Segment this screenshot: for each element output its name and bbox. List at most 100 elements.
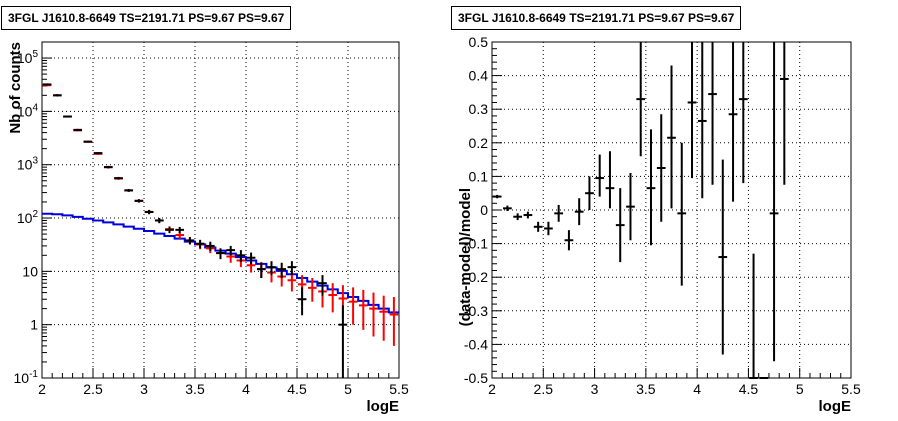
- left-data-point: [134, 199, 144, 203]
- left-data-point: [236, 250, 246, 262]
- right-y-tick-label: 0.4: [469, 68, 489, 84]
- left-chart-title: 3FGL J1610.8-6649 TS=2191.71 PS=9.67 PS=…: [1, 6, 292, 30]
- right-residual-point: [636, 42, 646, 157]
- right-residual-point: [605, 151, 615, 209]
- left-plot-frame: [41, 41, 400, 379]
- left-data-point: [256, 262, 266, 279]
- left-data-point: [267, 261, 276, 276]
- right-residual-point: [513, 213, 523, 221]
- right-residual-point: [503, 205, 512, 212]
- right-x-tick-label: 3: [591, 381, 599, 397]
- left-data-point: [297, 287, 307, 316]
- right-residual-point: [615, 188, 625, 263]
- right-x-tick-label: 4: [693, 381, 701, 397]
- left-y-axis-title: Nb of counts: [7, 42, 24, 134]
- left-y-tick-label: 102: [17, 209, 39, 226]
- left-x-tick-label: 4.5: [287, 381, 307, 397]
- left-sim-point: [307, 278, 317, 302]
- right-residual-point: [687, 42, 697, 179]
- left-x-tick-label: 3.5: [185, 381, 205, 397]
- right-residual-point: [677, 142, 687, 286]
- left-data-point: [205, 241, 215, 252]
- right-y-tick-label: 0: [480, 202, 488, 218]
- left-data-point: [124, 189, 134, 192]
- right-residual-point: [523, 211, 533, 219]
- left-data-point: [287, 261, 297, 276]
- right-residual-point: [718, 159, 728, 355]
- right-y-tick-label: -0.3: [464, 303, 488, 319]
- right-y-tick-label: -0.4: [464, 336, 488, 352]
- left-x-tick-label: 4: [242, 381, 250, 397]
- right-residual-point: [708, 42, 717, 185]
- left-plot-area: [42, 42, 399, 378]
- left-data-point: [114, 176, 123, 180]
- left-data-point: [154, 218, 164, 224]
- right-y-tick-label: 0.3: [469, 101, 489, 117]
- right-y-tick-label: -0.2: [464, 269, 488, 285]
- right-residual-point: [738, 42, 748, 184]
- right-y-tick-label: 0.2: [469, 135, 489, 151]
- right-residual-point: [779, 42, 789, 185]
- left-data-point: [103, 165, 113, 169]
- left-x-tick-label: 2.5: [83, 381, 103, 397]
- left-data-point: [216, 248, 225, 260]
- left-sim-point: [287, 272, 297, 292]
- left-data-point: [246, 252, 256, 265]
- right-x-tick-label: 3.5: [636, 381, 656, 397]
- left-data-point: [93, 152, 103, 155]
- right-residual-point: [595, 154, 605, 197]
- left-y-tick-label: 10: [22, 263, 38, 279]
- left-sim-point: [348, 287, 358, 325]
- right-y-tick-label: -0.1: [464, 236, 488, 252]
- left-sim-point: [379, 295, 389, 341]
- left-x-tick-label: 3: [140, 381, 148, 397]
- right-residual-point: [728, 42, 738, 202]
- left-sim-point: [389, 297, 399, 346]
- right-residual-point: [769, 42, 779, 362]
- right-residual-point: [564, 230, 574, 251]
- left-y-tick-label: 103: [17, 156, 39, 173]
- right-residual-point: [585, 176, 594, 210]
- left-data-point: [338, 305, 348, 378]
- left-data-point: [195, 239, 205, 249]
- right-residual-point: [626, 173, 635, 241]
- right-residual-point: [574, 198, 584, 226]
- left-data-point: [226, 245, 236, 256]
- left-y-tick-label: 1: [30, 317, 38, 333]
- left-x-tick-label: 2: [38, 381, 46, 397]
- left-y-tick-label: 10-1: [14, 369, 39, 386]
- right-residual-point: [749, 253, 758, 379]
- right-residual-point: [656, 114, 666, 222]
- right-residual-point: [533, 221, 543, 232]
- right-residual-point: [544, 221, 553, 236]
- right-residual-point: [667, 65, 676, 209]
- left-data-point: [318, 275, 327, 296]
- left-data-point: [63, 115, 72, 118]
- right-y-tick-label: 0.5: [469, 34, 489, 50]
- left-x-tick-label: 5.5: [389, 381, 409, 397]
- left-x-tick-label: 5: [344, 381, 352, 397]
- right-x-tick-label: 2: [488, 381, 496, 397]
- left-x-axis-title: logE: [367, 398, 400, 415]
- left-y-tick-label: 104: [17, 102, 39, 119]
- left-data-point: [73, 128, 83, 131]
- left-sim-point: [328, 283, 338, 313]
- right-y-tick-label: 0.1: [469, 168, 489, 184]
- left-data-point: [42, 83, 52, 86]
- right-x-tick-label: 5.5: [841, 381, 861, 397]
- left-data-point: [185, 237, 195, 245]
- right-y-axis-title: (data-model)/model: [457, 188, 474, 326]
- right-x-tick-label: 2.5: [534, 381, 554, 397]
- right-x-axis-title: logE: [819, 398, 852, 415]
- left-data-point: [144, 209, 154, 215]
- right-y-tick-label: -0.5: [464, 370, 488, 386]
- left-sim-point: [369, 292, 378, 337]
- left-data-point: [175, 226, 185, 234]
- right-residual-point: [646, 129, 656, 246]
- right-x-tick-label: 5: [796, 381, 804, 397]
- right-residual-point: [554, 204, 564, 222]
- left-y-tick-label: 105: [17, 49, 39, 66]
- left-data-point: [165, 226, 174, 234]
- right-residual-point: [697, 42, 707, 199]
